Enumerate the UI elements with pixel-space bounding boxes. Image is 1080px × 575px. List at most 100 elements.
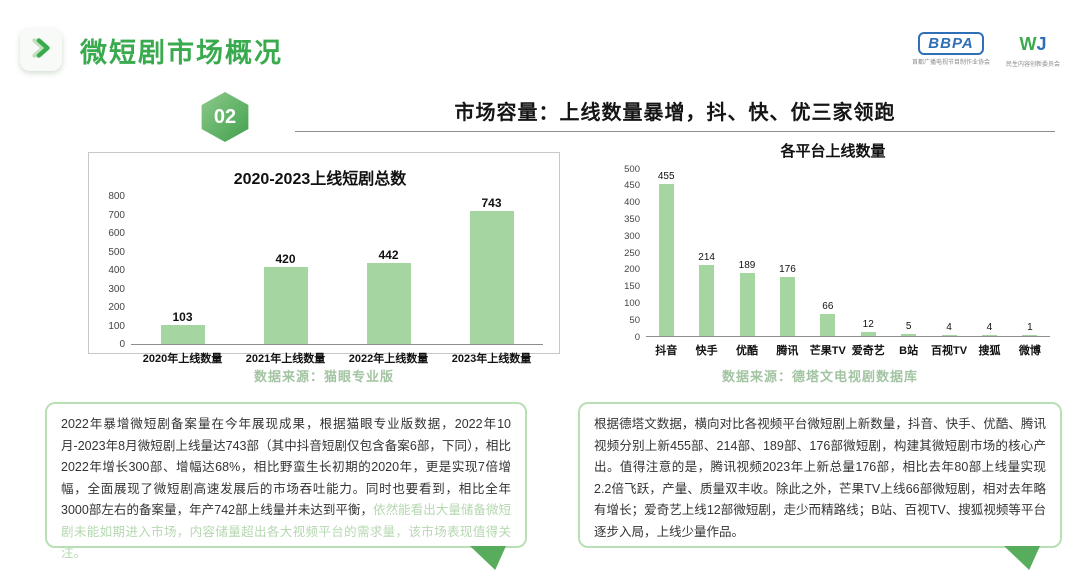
org2-logo-left: W bbox=[1019, 34, 1037, 54]
x-tick-label: 芒果TV bbox=[809, 345, 846, 357]
org2-logo-mark: WJ bbox=[1013, 32, 1052, 57]
chart-title: 2020-2023上线短剧总数 bbox=[233, 171, 407, 188]
bar bbox=[739, 272, 755, 336]
x-axis: 抖音 快手 优酷 腾讯 芒果TV 爱奇艺 B站 百视TV 搜狐 微博 bbox=[646, 337, 1050, 358]
bbpa-logo: BBPA 首都广播电视节目制作业协会 bbox=[912, 32, 990, 66]
y-tick-label: 250 bbox=[624, 247, 640, 259]
x-tick-label: 2020年上线数量 bbox=[142, 353, 223, 365]
bar bbox=[658, 184, 674, 336]
y-tick-label: 0 bbox=[634, 331, 640, 343]
x-tick-label: 抖音 bbox=[655, 345, 678, 357]
bar-value-label: 66 bbox=[822, 300, 834, 312]
bar-group: 5 bbox=[888, 169, 928, 336]
bar-group: 4 bbox=[929, 169, 969, 336]
y-tick-label: 50 bbox=[629, 314, 640, 326]
bar-value-label: 5 bbox=[905, 321, 912, 333]
header: 微短剧市场概况 BBPA 首都广播电视节目制作业协会 WJ 民生内容创新委员会 bbox=[20, 26, 1060, 74]
bar-value-label: 189 bbox=[738, 259, 756, 271]
data-source-right: 数据来源：德塔文电视剧数据库 bbox=[721, 369, 918, 384]
y-axis: 0 100 200 300 400 500 600 700 800 bbox=[97, 192, 131, 350]
y-tick-label: 300 bbox=[624, 230, 640, 242]
bbpa-logo-mark: BBPA bbox=[918, 32, 984, 55]
plot-area: 455 214 189 176 66 12 5 4 4 1 bbox=[646, 169, 1050, 337]
bar-value-label: 4 bbox=[946, 321, 952, 333]
axis-spacer bbox=[616, 337, 646, 358]
page-title: 微短剧市场概况 bbox=[80, 37, 283, 68]
note-tail-right-decoration bbox=[1004, 546, 1040, 570]
section-underline bbox=[295, 131, 1055, 132]
y-tick-label: 150 bbox=[624, 280, 640, 292]
y-tick-label: 450 bbox=[624, 180, 640, 192]
y-tick-label: 400 bbox=[624, 196, 640, 208]
x-tick-label: 快手 bbox=[695, 345, 718, 357]
bar-group: 189 bbox=[727, 169, 767, 336]
note-left-highlight-text: 依然能看出大量储备微短剧未能如期进入市场，内容储量超出各大视频平台的需求量，该市… bbox=[61, 503, 511, 560]
y-tick-label: 400 bbox=[108, 265, 125, 276]
bar-value-label: 442 bbox=[378, 247, 399, 262]
bar bbox=[263, 266, 308, 344]
bar bbox=[981, 334, 997, 336]
note-left-main-text: 2022年暴增微短剧备案量在今年展现成果，根据猫眼专业版数据，2022年10月-… bbox=[61, 417, 511, 517]
bar-group: 1 bbox=[1010, 169, 1050, 336]
header-logos: BBPA 首都广播电视节目制作业协会 WJ 民生内容创新委员会 bbox=[912, 32, 1060, 68]
org2-logo-caption: 民生内容创新委员会 bbox=[1005, 62, 1060, 68]
bar-value-label: 455 bbox=[657, 171, 675, 183]
bar-value-label: 1 bbox=[1027, 322, 1033, 334]
bar-group: 743 bbox=[440, 197, 543, 344]
x-tick-label: 微博 bbox=[1018, 345, 1041, 357]
bar-group: 103 bbox=[131, 197, 234, 344]
bar bbox=[160, 325, 205, 344]
note-tail-left-decoration bbox=[470, 546, 506, 570]
bar bbox=[860, 332, 876, 336]
bar bbox=[699, 264, 715, 336]
bar bbox=[901, 334, 917, 336]
y-tick-label: 300 bbox=[108, 283, 125, 295]
chart-total-uploads: 2020-2023上线短剧总数 0 100 200 300 400 500 600 700 80… bbox=[88, 152, 560, 365]
section-number-badge: 02 bbox=[201, 92, 249, 142]
bbpa-logo-caption: 首都广播电视节目制作业协会 bbox=[911, 60, 990, 66]
bar-group: 4 bbox=[969, 169, 1009, 336]
x-tick-label: 百视TV bbox=[931, 345, 968, 357]
x-tick-label: 爱奇艺 bbox=[851, 345, 885, 357]
y-tick-label: 600 bbox=[108, 228, 125, 239]
y-tick-label: 100 bbox=[108, 320, 125, 332]
bar-group: 176 bbox=[767, 169, 807, 336]
x-tick-label: 2023年上线数量 bbox=[451, 353, 532, 365]
x-tick-label: 2021年上线数量 bbox=[245, 353, 326, 365]
org2-logo-right: J bbox=[1036, 34, 1047, 54]
chevron-right-icon bbox=[28, 35, 54, 66]
x-tick-label: 腾讯 bbox=[776, 345, 799, 357]
y-tick-label: 100 bbox=[624, 297, 640, 309]
chart-title: 各平台上线数量 bbox=[780, 143, 886, 160]
bar bbox=[366, 262, 411, 344]
x-tick-label: 优酷 bbox=[736, 345, 759, 357]
y-tick-label: 350 bbox=[624, 213, 640, 225]
bar-value-label: 420 bbox=[275, 251, 296, 266]
x-tick-label: 2022年上线数量 bbox=[348, 353, 429, 365]
bar-value-label: 743 bbox=[481, 196, 502, 210]
x-tick-label: B站 bbox=[899, 345, 919, 357]
bar bbox=[1022, 335, 1038, 336]
y-tick-label: 200 bbox=[108, 302, 125, 313]
bar-group: 420 bbox=[234, 197, 337, 344]
org2-logo: WJ 民生内容创新委员会 bbox=[1006, 32, 1060, 68]
x-tick-label: 搜狐 bbox=[978, 345, 1001, 357]
bar-group: 66 bbox=[808, 169, 848, 336]
y-axis: 0 50 100 150 200 250 300 350 400 450 500 bbox=[616, 164, 646, 341]
chart-platform-uploads: 各平台上线数量 0 50 100 150 200 250 300 350 400 450 500 4… bbox=[612, 136, 1060, 358]
plot-area: 103 420 442 743 bbox=[131, 197, 543, 345]
bar-group: 455 bbox=[646, 169, 686, 336]
bar-value-label: 214 bbox=[698, 251, 715, 263]
bar bbox=[779, 277, 795, 336]
bar-value-label: 4 bbox=[986, 321, 993, 333]
bar-value-label: 103 bbox=[172, 310, 193, 325]
bar bbox=[941, 334, 957, 336]
data-source-left: 数据来源：猫眼专业版 bbox=[253, 369, 394, 384]
y-tick-label: 500 bbox=[624, 163, 640, 175]
y-tick-label: 500 bbox=[108, 246, 125, 258]
y-tick-label: 800 bbox=[108, 191, 125, 202]
note-box-right: 根据德塔文数据，横向对比各视频平台微短剧上新数量，抖音、快手、优酷、腾讯视频分别… bbox=[578, 402, 1062, 548]
note-right-main-text: 根据德塔文数据，横向对比各视频平台微短剧上新数量，抖音、快手、优酷、腾讯视频分别… bbox=[594, 417, 1046, 539]
bar-value-label: 176 bbox=[779, 264, 796, 276]
